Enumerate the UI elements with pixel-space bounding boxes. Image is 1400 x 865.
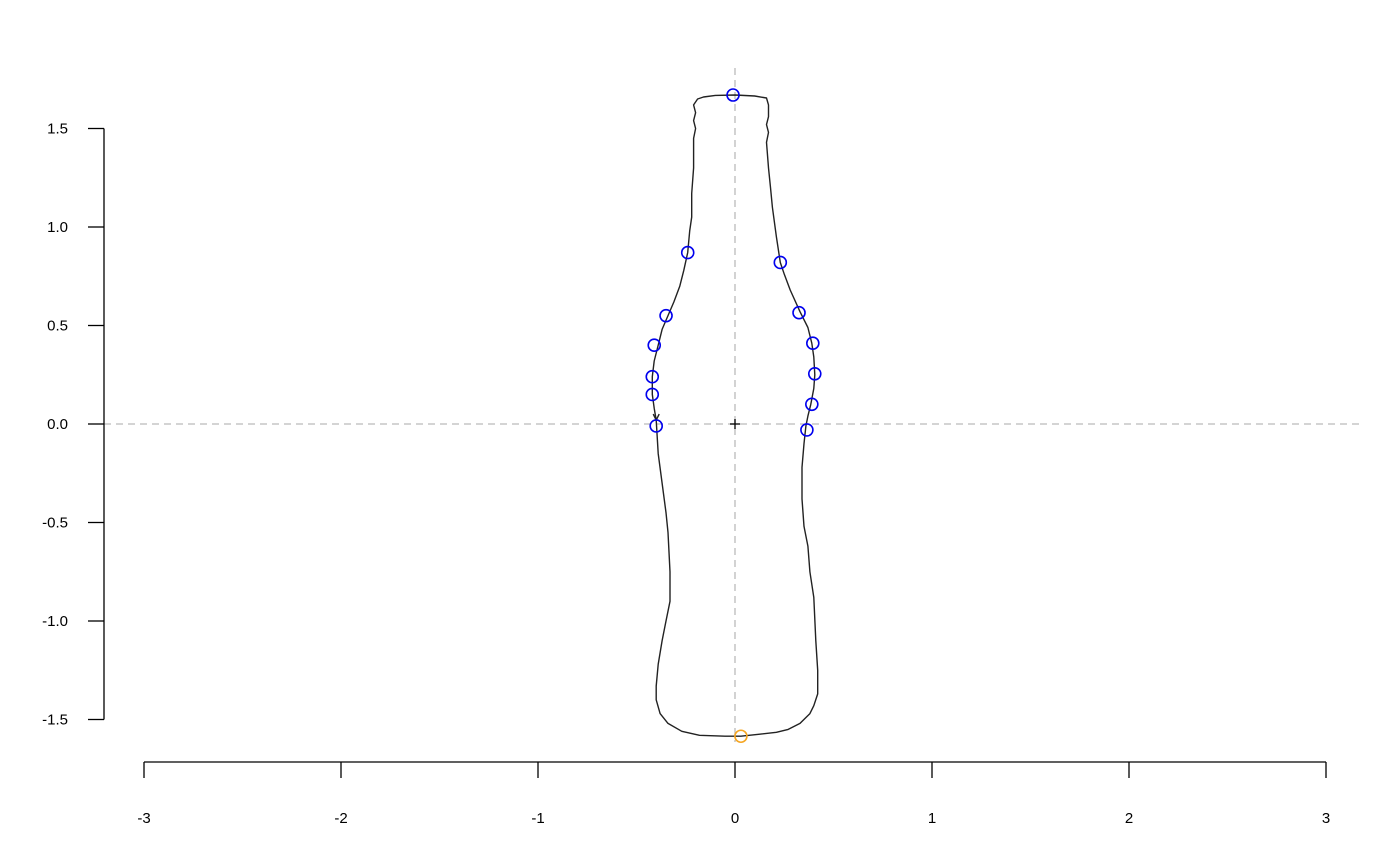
- y-tick-label: -0.5: [42, 515, 68, 532]
- landmark-point-0-10: [807, 366, 822, 381]
- landmark-point-0-8: [792, 305, 806, 320]
- landmark-point-1-0: [734, 729, 748, 744]
- x-tick-label: 3: [1322, 810, 1330, 827]
- y-tick-label: 0.0: [47, 416, 68, 433]
- landmark-point-0-4: [645, 369, 660, 384]
- y-tick-label: -1.0: [42, 613, 68, 630]
- y-tick-label: -1.5: [42, 712, 68, 729]
- landmark-point-0-6: [649, 419, 664, 433]
- x-tick-label: -1: [531, 810, 544, 827]
- landmark-point-0-1: [680, 245, 695, 260]
- points-layer: [645, 88, 822, 744]
- landmark-point-0-0: [726, 88, 740, 102]
- x-tick-label: 2: [1125, 810, 1133, 827]
- y-axis: -1.5 -1.0 -0.5 0.0 0.5 1.0 1.5: [42, 121, 105, 729]
- landmark-point-0-11: [805, 397, 819, 412]
- landmark-point-0-2: [659, 308, 673, 323]
- landmark-point-0-3: [647, 338, 662, 353]
- reference-lines: [104, 68, 1362, 742]
- y-tick-label: 1.5: [47, 121, 68, 138]
- landmark-point-0-5: [645, 387, 660, 402]
- shape-outline: [651, 94, 819, 737]
- x-tick-label: 1: [928, 810, 936, 827]
- x-tick-label: -2: [334, 810, 347, 827]
- landmark-point-0-12: [800, 423, 814, 437]
- y-tick-label: 1.0: [47, 219, 68, 236]
- y-tick-label: 0.5: [47, 318, 68, 335]
- landmark-point-0-9: [806, 336, 820, 351]
- x-tick-label: -3: [137, 810, 150, 827]
- x-axis: -3 -2 -1 0 1 2 3: [137, 761, 1330, 827]
- x-tick-label: 0: [731, 810, 739, 827]
- landmark-point-0-7: [773, 255, 788, 270]
